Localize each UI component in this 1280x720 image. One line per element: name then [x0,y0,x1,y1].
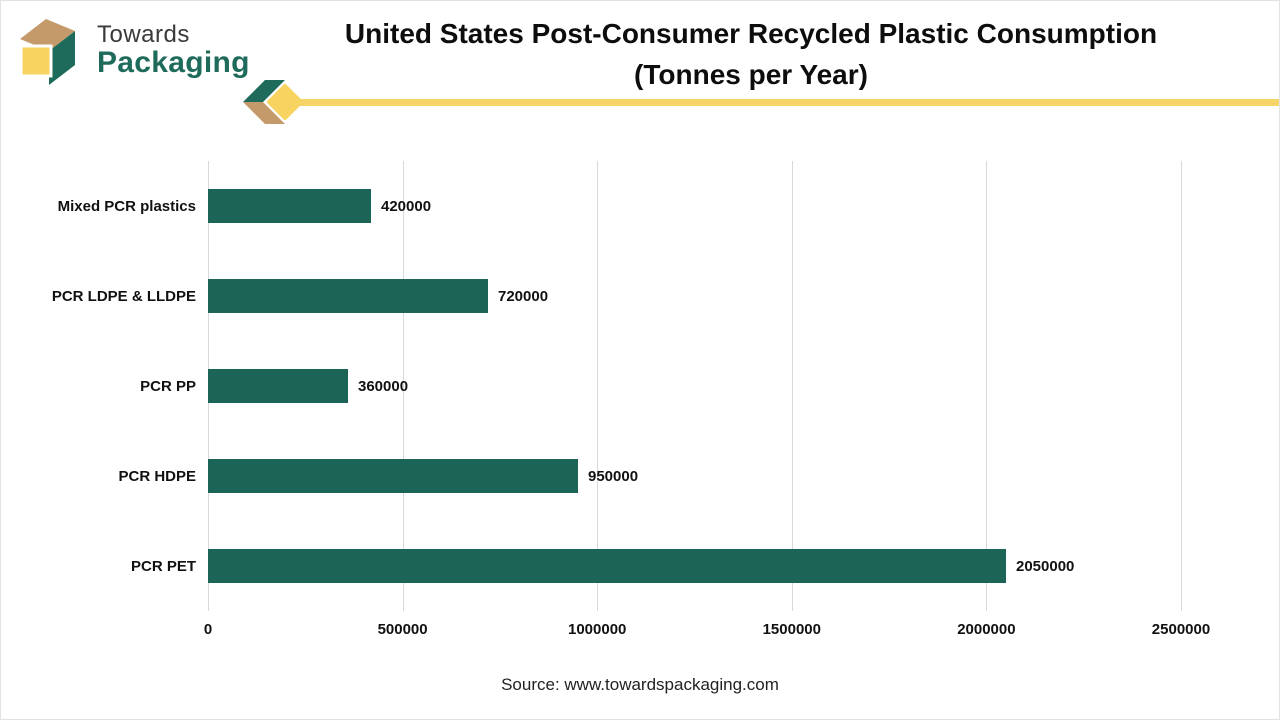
x-tick-label: 2000000 [957,621,1016,638]
gridline [597,161,598,611]
bar-value-label: 360000 [358,377,409,395]
x-tick-label: 1000000 [567,621,627,638]
category-label: PCR HDPE [118,467,196,485]
category-label: Mixed PCR plastics [57,197,196,215]
bar-value-label: 720000 [498,287,549,305]
bar-value-label: 950000 [588,467,639,485]
brand-logo: Towards Packaging [13,15,250,85]
bar-row: 950000 [208,431,1181,521]
gridline [403,161,404,611]
category-label: PCR LDPE & LLDPE [51,287,196,305]
bar-row: 420000 [208,161,1181,251]
accent-divider-line [300,99,1279,106]
bar-row: 720000 [208,251,1181,341]
x-tick-label: 500000 [377,621,428,638]
x-tick-label: 1500000 [762,621,821,638]
x-tick-label: 2500000 [1151,621,1211,638]
gridline [1181,161,1182,611]
chart-title: United States Post-Consumer Recycled Pla… [271,14,1231,95]
source-text: Source: www.towardspackaging.com [501,675,779,694]
chart-title-line2: (Tonnes per Year) [634,58,868,90]
x-axis-tick-labels: 0 500000 1000000 1500000 2000000 2500000 [1,621,1279,645]
bar-row: 2050000 [208,521,1181,611]
logo-cube-icon [19,19,75,85]
bar-row: 360000 [208,341,1181,431]
logo-text: Towards Packaging [97,20,250,79]
bar [208,549,1006,583]
bar-value-label: 2050000 [1016,557,1075,575]
category-labels: Mixed PCR plastics PCR LDPE & LLDPE PCR PP… [31,161,196,611]
bar [208,459,578,493]
gridline [792,161,793,611]
bar-value-label: 420000 [381,197,432,215]
arrow-divider-icon [243,80,303,124]
x-tick-label: 0 [203,621,213,638]
chart-title-line1: United States Post-Consumer Recycled Pla… [344,18,1158,49]
logo-text-towards: Towards [97,20,190,48]
plot-area: 420000 720000 360000 950000 2050000 [208,161,1182,611]
category-label: PCR PET [130,557,196,575]
gridline [986,161,987,611]
category-label: PCR PP [140,377,196,395]
bar [208,369,348,403]
logo-text-packaging: Packaging [97,45,250,79]
bar [208,279,488,313]
bar [208,189,371,223]
